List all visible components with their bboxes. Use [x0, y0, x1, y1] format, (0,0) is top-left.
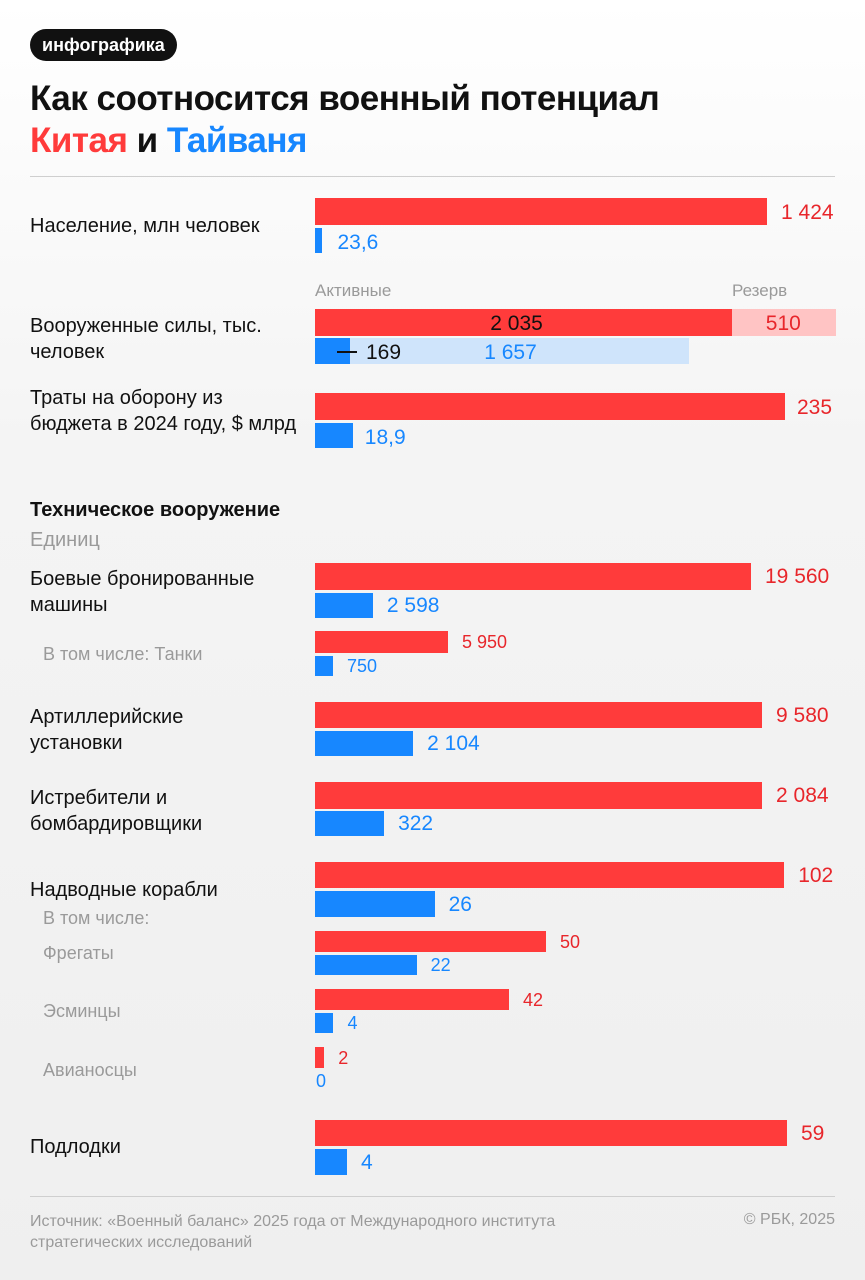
value-artillery-taiwan: 2 104 [427, 732, 480, 755]
label-fighters: Истребители и бомбардировщики [30, 787, 203, 835]
value-tanks-taiwan: 750 [347, 656, 378, 676]
bar-carriers-china [315, 1047, 325, 1068]
infographic-badge: инфографика [30, 29, 177, 61]
col-active: Активные [315, 281, 392, 300]
copyright: © РБК, 2025 [743, 1211, 835, 1228]
label-armed-forces: Вооруженные силы, тыс. человек [30, 315, 262, 363]
bar-artillery-china [315, 702, 762, 728]
title-line1: Как соотносится военный потенциал [30, 79, 660, 118]
bar-frigates-taiwan [315, 955, 417, 975]
value-fighters-taiwan: 322 [398, 812, 434, 835]
label-tanks: В том числе: Танки [43, 644, 203, 664]
bar-surface-ships-taiwan [315, 891, 435, 917]
bar-frigates-china [315, 931, 546, 952]
bar-population-china [315, 198, 767, 225]
value-surface-ships-taiwan: 26 [448, 892, 472, 916]
value-destroyers-taiwan: 4 [347, 1013, 358, 1033]
value-artillery-china: 9 580 [776, 703, 829, 727]
bar-destroyers-china [315, 989, 510, 1010]
label-including: В том числе: [43, 908, 150, 928]
value-defense-taiwan: 18,9 [364, 426, 406, 449]
bar-destroyers-taiwan [315, 1013, 334, 1033]
title-taiwan: Тайваня [166, 121, 308, 160]
value-surface-ships-china: 102 [798, 863, 834, 887]
value-submarines-taiwan: 4 [361, 1150, 373, 1174]
value-carriers-taiwan: 0 [316, 1071, 327, 1091]
label-carriers: Авианосцы [43, 1060, 137, 1080]
bar-fighters-taiwan [315, 811, 385, 836]
value-carriers-china: 2 [338, 1047, 349, 1068]
col-reserve: Резерв [732, 281, 788, 300]
source-note: Источник: «Военный баланс» 2025 года от … [30, 1213, 556, 1251]
value-population-china: 1 424 [781, 201, 834, 224]
label-surface-ships: Надводные корабли [30, 879, 218, 901]
bar-armed-reserve-china [731, 309, 836, 336]
bar-surface-ships-china [315, 862, 785, 888]
bar-armored-china [315, 563, 751, 590]
bar-armed-active-china [315, 309, 732, 336]
title-line2: Китая и Тайваня [30, 120, 659, 162]
bar-tanks-china [315, 631, 448, 653]
value-fighters-china: 2 084 [776, 784, 829, 807]
bar-defense-china [315, 393, 785, 420]
bar-armed-reserve-taiwan [349, 338, 689, 364]
bar-submarines-taiwan [315, 1149, 347, 1175]
title-china: Китая [30, 121, 128, 160]
title-and: и [127, 121, 167, 160]
top-divider [30, 176, 835, 177]
value-armed-active-china: 2 035 [490, 312, 543, 335]
value-destroyers-china: 42 [523, 989, 544, 1010]
value-armed-reserve-china: 510 [765, 312, 801, 335]
value-population-taiwan: 23,6 [337, 231, 379, 254]
value-frigates-taiwan: 22 [430, 955, 451, 975]
bar-population-taiwan [315, 228, 323, 253]
value-armored-taiwan: 2 598 [386, 594, 440, 617]
label-frigates: Фрегаты [43, 943, 114, 963]
value-armored-china: 19 560 [765, 565, 830, 588]
bar-artillery-taiwan [315, 731, 414, 756]
label-artillery: Артиллерийские установки [30, 706, 184, 754]
label-population: Население, млн человек [30, 215, 260, 237]
label-defense-spending: Траты на оборону из бюджета в 2024 году,… [30, 387, 297, 435]
tech-section-units: Единиц [30, 529, 100, 551]
value-armed-active-taiwan: 169 [366, 341, 402, 364]
bar-submarines-china [315, 1120, 787, 1146]
bar-fighters-china [315, 782, 762, 809]
bar-defense-taiwan [315, 423, 353, 448]
bottom-divider [30, 1196, 835, 1197]
armed-taiwan-pointer [337, 351, 357, 353]
bar-tanks-taiwan [315, 656, 333, 676]
value-armed-reserve-taiwan: 1 657 [484, 341, 537, 364]
value-tanks-china: 5 950 [462, 632, 508, 652]
label-submarines: Подлодки [30, 1136, 121, 1158]
value-frigates-china: 50 [560, 931, 581, 952]
label-destroyers: Эсминцы [43, 1001, 121, 1021]
page-title: Как соотносится военный потенциал Китая … [30, 78, 660, 162]
tech-section-title: Техническое вооружение [30, 499, 281, 521]
bar-armored-taiwan [315, 593, 373, 618]
value-submarines-china: 59 [801, 1121, 825, 1145]
value-defense-china: 235 [797, 396, 833, 419]
label-armored-vehicles: Боевые бронированные машины [30, 568, 255, 616]
